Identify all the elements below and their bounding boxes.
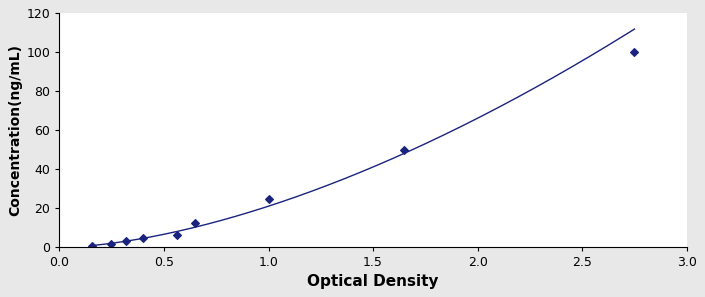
Y-axis label: Concentration(ng/mL): Concentration(ng/mL)	[8, 45, 23, 217]
X-axis label: Optical Density: Optical Density	[307, 274, 439, 289]
